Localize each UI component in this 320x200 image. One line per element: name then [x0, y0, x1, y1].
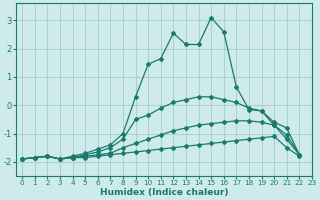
X-axis label: Humidex (Indice chaleur): Humidex (Indice chaleur)	[100, 188, 228, 197]
